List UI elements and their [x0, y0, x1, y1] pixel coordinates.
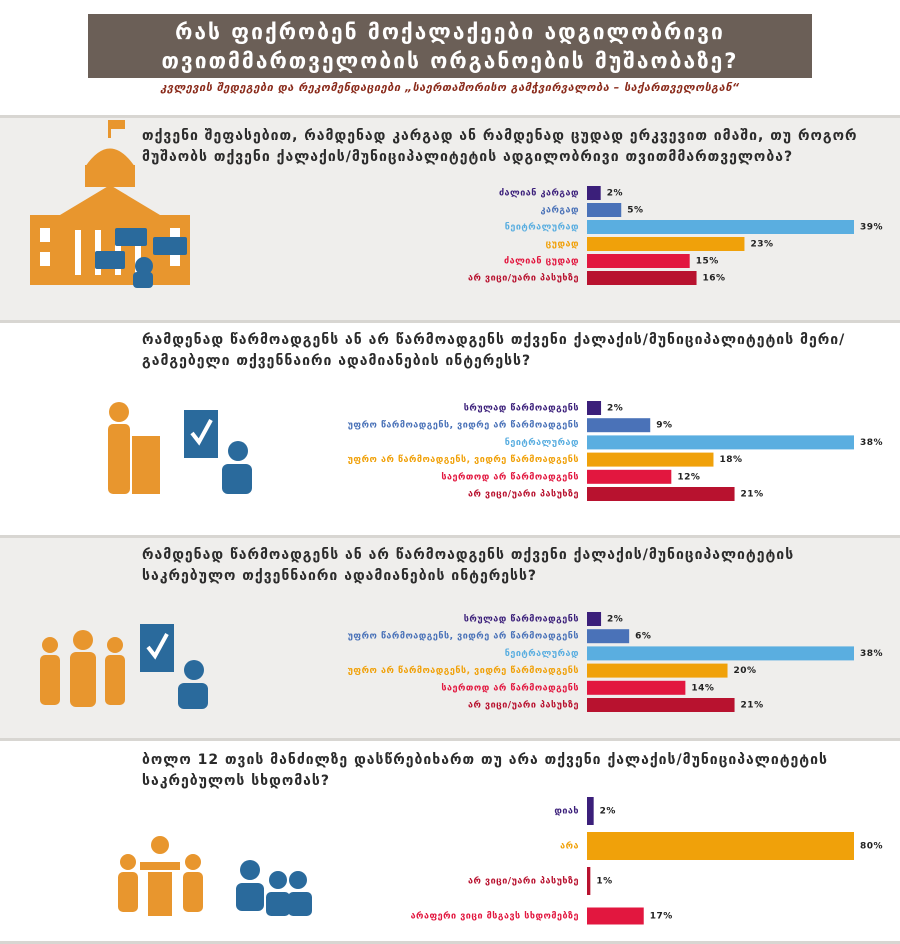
category-label: სრულად წარმოადგენს	[464, 614, 579, 625]
value-label: 2%	[607, 404, 623, 414]
value-label: 2%	[607, 189, 623, 199]
category-label: არა	[560, 841, 579, 852]
question: თქვენი შეფასებით, რამდენად კარგად ან რამ…	[142, 128, 858, 165]
category-label: ნეიტრალურად	[505, 437, 579, 448]
icon-council	[118, 836, 312, 916]
bar	[587, 237, 745, 251]
value-label: 15%	[696, 257, 719, 267]
value-label: 21%	[741, 490, 764, 500]
bar	[587, 435, 854, 450]
value-label: 17%	[650, 912, 673, 922]
category-label: სრულად წარმოადგენს	[464, 403, 579, 414]
bar	[587, 698, 735, 712]
category-label: ნეიტრალურად	[505, 648, 579, 659]
subtitle: კვლევის შედეგები და რეკომენდაციები „საერ…	[160, 81, 740, 94]
bar	[587, 487, 735, 501]
category-label: არ ვიცი/უარი პასუხზე	[468, 273, 579, 284]
value-label: 38%	[860, 438, 883, 448]
value-label: 21%	[741, 701, 764, 711]
value-label: 16%	[703, 274, 726, 284]
category-label: დიახ	[554, 807, 579, 817]
bar	[587, 271, 697, 285]
question: ბოლო 12 თვის მანძილზე დასწრებიხართ თუ არ…	[142, 752, 828, 789]
category-label: უფრო წარმოადგენს, ვიდრე არ წარმოადგენს	[348, 631, 579, 642]
bar	[587, 680, 686, 695]
bar	[587, 469, 672, 484]
icon-crowd	[40, 624, 208, 709]
category-label: საერთოდ არ წარმოადგენს	[441, 471, 579, 482]
value-label: 2%	[607, 615, 623, 625]
bar	[587, 452, 714, 467]
bar	[587, 254, 690, 268]
bar	[587, 186, 601, 200]
value-label: 39%	[860, 223, 883, 233]
category-label: უფრო არ წარმოადგენს, ვიდრე წარმოადგენს	[348, 454, 579, 465]
value-label: 5%	[627, 206, 643, 216]
bar	[587, 832, 854, 860]
bar	[587, 612, 602, 626]
bar	[587, 401, 602, 415]
question: რამდენად წარმოადგენს ან არ წარმოადგენს თ…	[142, 547, 795, 584]
category-label: კარგად	[541, 205, 580, 216]
bar	[587, 629, 630, 644]
bar	[587, 418, 651, 433]
bar	[587, 220, 854, 234]
category-label: არ ვიცი/უარი პასუხზე	[468, 489, 579, 500]
icon-people-talk	[95, 228, 187, 288]
value-label: 80%	[860, 842, 883, 852]
bar	[587, 646, 854, 661]
question: რამდენად წარმოადგენს ან არ წარმოადგენს თ…	[142, 332, 846, 369]
category-label: უფრო არ წარმოადგენს, ვიდრე წარმოადგენს	[348, 665, 579, 676]
category-label: ნეიტრალურად	[505, 222, 579, 233]
icon-speaker	[108, 402, 252, 494]
bar	[587, 663, 728, 678]
bar	[587, 203, 622, 217]
value-label: 6%	[635, 632, 651, 642]
value-label: 1%	[596, 877, 612, 887]
panel	[0, 320, 900, 535]
value-label: 38%	[860, 649, 883, 659]
category-label: არ ვიცი/უარი პასუხზე	[468, 876, 579, 887]
category-label: ძალიან ცუდად	[504, 257, 579, 267]
value-label: 18%	[719, 455, 742, 465]
category-label: ცუდად	[546, 240, 579, 250]
value-label: 2%	[600, 807, 616, 817]
bar	[587, 867, 591, 895]
category-label: არაფერი ვიცი მსგავს სხდომებზე	[411, 911, 579, 922]
title: რას ფიქრობენ მოქალაქეები ადგილობრივი თვი…	[88, 14, 812, 78]
bar	[587, 797, 594, 825]
value-label: 9%	[656, 421, 672, 431]
category-label: უფრო წარმოადგენს, ვიდრე არ წარმოადგენს	[348, 420, 579, 431]
value-label: 20%	[734, 666, 757, 676]
category-label: არ ვიცი/უარი პასუხზე	[468, 700, 579, 711]
value-label: 12%	[677, 472, 700, 482]
category-label: ძალიან კარგად	[499, 188, 579, 199]
value-label: 23%	[750, 240, 773, 250]
bar	[587, 907, 644, 925]
value-label: 14%	[691, 683, 714, 693]
category-label: საერთოდ არ წარმოადგენს	[441, 682, 579, 693]
